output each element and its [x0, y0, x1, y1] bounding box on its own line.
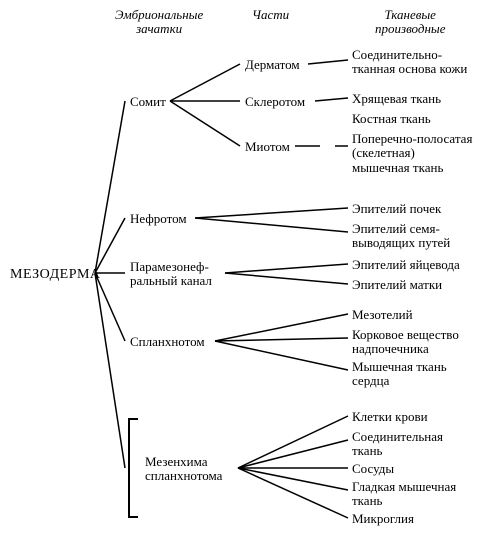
header-col3: Тканевые производные [375, 8, 445, 37]
leaf-mz1: Клетки крови [352, 410, 428, 424]
node-nefrotom: Нефротом [130, 212, 187, 226]
leaf-n1: Эпителий почек [352, 202, 441, 216]
leaf-mz4: Гладкая мышечная ткань [352, 480, 456, 509]
node-somit: Сомит [130, 95, 166, 109]
leaf-p1: Эпителий яйцевода [352, 258, 460, 272]
leaf-mz3: Сосуды [352, 462, 394, 476]
header-col2: Части [252, 8, 289, 22]
bracket-mezenhima [128, 418, 130, 518]
node-mezenhima: Мезенхима спланхнотома [145, 455, 222, 484]
leaf-mz2: Соединительная ткань [352, 430, 443, 459]
leaf-s2: Костная ткань [352, 112, 431, 126]
leaf-d1: Соединительно- тканная основа кожи [352, 48, 467, 77]
leaf-p2: Эпителий матки [352, 278, 442, 292]
leaf-sp2: Корковое вещество надпочечника [352, 328, 459, 357]
node-splanhnotom: Спланхнотом [130, 335, 205, 349]
leaf-sp1: Мезотелий [352, 308, 413, 322]
header-col1: Эмбриональные зачатки [115, 8, 203, 37]
leaf-s1: Хрящевая ткань [352, 92, 441, 106]
leaf-m1: Поперечно-полосатая (скелетная) мышечная… [352, 132, 472, 175]
leaf-sp3: Мышечная ткань сердца [352, 360, 447, 389]
node-dermatom: Дерматом [245, 58, 300, 72]
root-node: МЕЗОДЕРМА [10, 267, 101, 282]
node-sklerotom: Склеротом [245, 95, 305, 109]
leaf-n2: Эпителий семя- выводящих путей [352, 222, 450, 251]
node-miotom: Миотом [245, 140, 290, 154]
leaf-mz5: Микроглия [352, 512, 414, 526]
node-paramezo: Парамезонеф- ральный канал [130, 260, 212, 289]
